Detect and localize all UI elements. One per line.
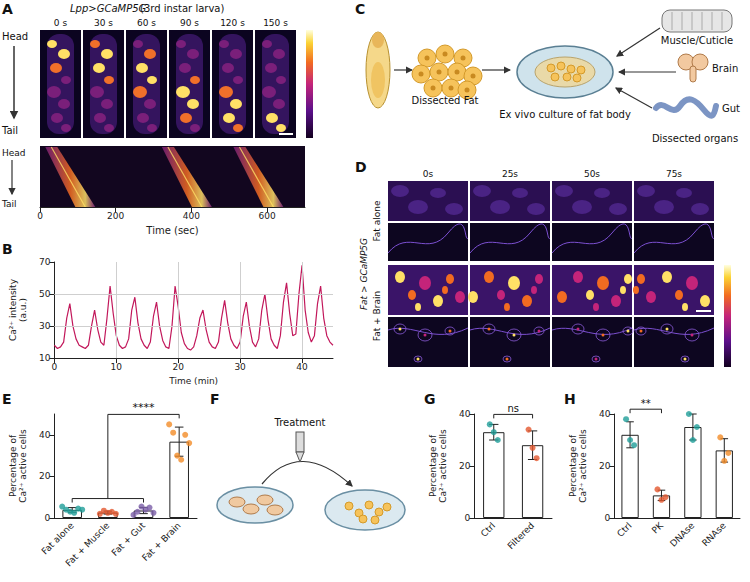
svg-text:400: 400	[183, 211, 200, 221]
svg-text:C: C	[355, 1, 365, 17]
svg-text:Lpp>GCaMP5G: Lpp>GCaMP5G	[70, 3, 147, 14]
svg-text:40: 40	[296, 362, 308, 372]
svg-text:0 s: 0 s	[54, 18, 68, 28]
svg-text:Percentage of: Percentage of	[428, 434, 438, 497]
svg-text:200: 200	[107, 211, 124, 221]
svg-text:25s: 25s	[502, 169, 518, 179]
svg-text:DNAse: DNAse	[668, 520, 697, 549]
svg-text:Fat + Muscle: Fat + Muscle	[64, 520, 112, 568]
svg-text:70: 70	[39, 257, 51, 267]
svg-text:E: E	[2, 391, 12, 407]
svg-text:Fat alone: Fat alone	[372, 200, 382, 241]
svg-text:Dissected Fat: Dissected Fat	[411, 95, 478, 106]
svg-text:0: 0	[605, 513, 611, 523]
svg-text:10: 10	[39, 353, 51, 363]
svg-text:Ctrl: Ctrl	[615, 520, 633, 538]
svg-text:Filtered: Filtered	[506, 520, 537, 551]
svg-text:30: 30	[234, 362, 246, 372]
svg-text:90 s: 90 s	[180, 18, 199, 28]
svg-text:0: 0	[465, 513, 471, 523]
svg-text:Fat alone: Fat alone	[40, 520, 76, 556]
svg-text:Head: Head	[2, 31, 28, 42]
svg-text:Fat + Brain: Fat + Brain	[372, 291, 382, 341]
svg-text:40: 40	[599, 409, 611, 419]
svg-text:ns: ns	[507, 403, 519, 414]
svg-text:30 s: 30 s	[94, 18, 113, 28]
svg-text:40: 40	[39, 430, 51, 440]
svg-text:Percentage of: Percentage of	[8, 434, 18, 497]
svg-text:150 s: 150 s	[263, 18, 288, 28]
svg-text:Muscle/Cuticle: Muscle/Cuticle	[661, 35, 733, 46]
svg-text:20: 20	[39, 471, 51, 481]
svg-text:A: A	[2, 1, 13, 17]
svg-text:Fat > GCaMP5G: Fat > GCaMP5G	[359, 238, 369, 310]
svg-text:30: 30	[39, 321, 51, 331]
svg-text:Percentage of: Percentage of	[568, 434, 578, 497]
svg-text:120 s: 120 s	[220, 18, 245, 28]
svg-text:Ctrl: Ctrl	[479, 520, 497, 538]
svg-text:Brain: Brain	[712, 63, 738, 74]
svg-text:10: 10	[111, 362, 123, 372]
svg-text:Time (min): Time (min)	[168, 376, 218, 386]
svg-text:Ca²⁺ active cells: Ca²⁺ active cells	[578, 429, 588, 503]
svg-text:60 s: 60 s	[137, 18, 156, 28]
svg-text:(3rd instar larva): (3rd instar larva)	[140, 3, 224, 14]
svg-text:Ca²⁺ intensity: Ca²⁺ intensity	[8, 278, 18, 341]
svg-text:Fat + Brain: Fat + Brain	[140, 520, 183, 563]
svg-text:0: 0	[51, 362, 57, 372]
svg-text:Dissected organs: Dissected organs	[652, 133, 738, 144]
svg-text:20: 20	[599, 461, 611, 471]
svg-text:0: 0	[45, 513, 51, 523]
svg-text:(a.u.): (a.u.)	[18, 298, 28, 322]
svg-text:75s: 75s	[666, 169, 682, 179]
svg-text:0: 0	[37, 211, 43, 221]
svg-text:Tail: Tail	[1, 199, 17, 209]
svg-text:50s: 50s	[584, 169, 600, 179]
svg-text:600: 600	[259, 211, 276, 221]
svg-text:20: 20	[459, 461, 471, 471]
svg-text:D: D	[355, 159, 367, 175]
svg-text:Ca²⁺ active cells: Ca²⁺ active cells	[18, 429, 28, 503]
svg-text:0s: 0s	[423, 169, 434, 179]
svg-text:G: G	[424, 391, 436, 407]
svg-text:40: 40	[459, 409, 471, 419]
svg-text:PK: PK	[650, 520, 666, 536]
svg-text:Time (sec): Time (sec)	[145, 225, 198, 236]
svg-text:Gut: Gut	[722, 103, 740, 114]
svg-text:**: **	[641, 398, 651, 409]
svg-text:20: 20	[172, 362, 184, 372]
svg-text:Treatment: Treatment	[274, 417, 326, 428]
svg-text:Ca²⁺ active cells: Ca²⁺ active cells	[438, 429, 448, 503]
svg-text:Head: Head	[2, 148, 26, 158]
svg-text:F: F	[210, 391, 220, 407]
svg-text:Tail: Tail	[1, 125, 18, 136]
svg-text:B: B	[2, 241, 13, 257]
svg-text:****: ****	[133, 401, 156, 414]
svg-text:50: 50	[39, 289, 51, 299]
svg-text:H: H	[564, 391, 576, 407]
svg-text:RNAse: RNAse	[700, 520, 728, 548]
svg-text:Ex vivo culture of fat body: Ex vivo culture of fat body	[499, 109, 631, 120]
svg-text:Fat + Gut: Fat + Gut	[110, 520, 148, 558]
